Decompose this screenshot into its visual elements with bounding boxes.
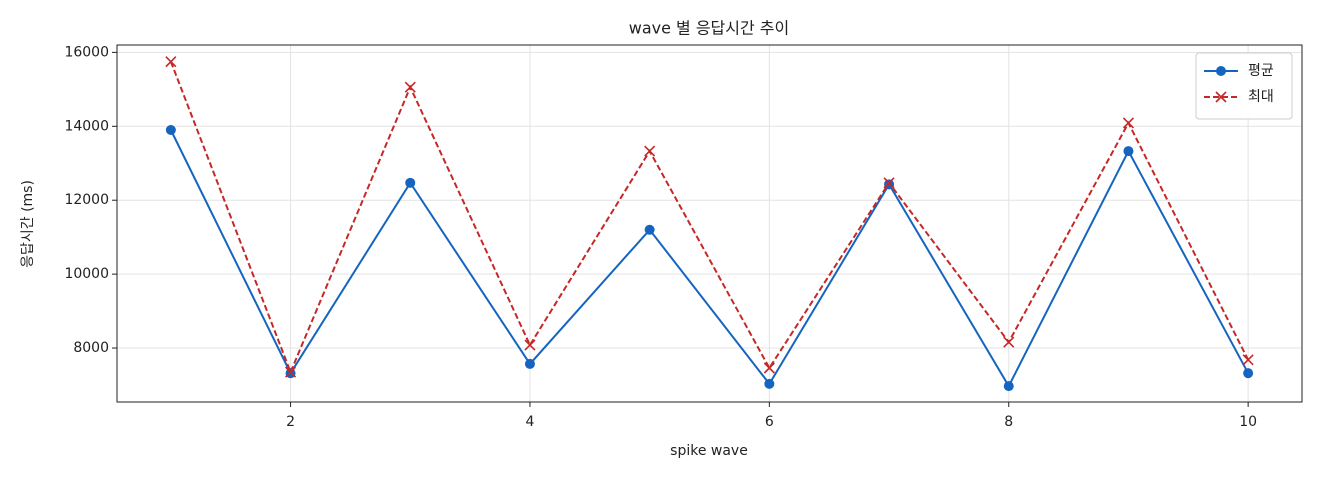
data-point <box>763 362 775 374</box>
legend-label: 평균 <box>1248 63 1274 79</box>
y-tick-label: 8000 <box>73 340 109 356</box>
data-point <box>1003 381 1014 392</box>
y-tick-label: 16000 <box>64 44 109 60</box>
y-axis-label: 응답시간 (ms) <box>20 180 36 268</box>
legend-marker <box>1215 91 1227 103</box>
chart-title: wave 별 응답시간 추이 <box>629 19 790 38</box>
x-tick-label: 8 <box>1004 414 1013 430</box>
data-point <box>644 145 656 157</box>
data-point <box>1003 336 1015 348</box>
y-tick-label: 12000 <box>64 192 109 208</box>
x-tick-label: 10 <box>1239 414 1257 430</box>
data-point <box>1123 146 1134 157</box>
y-tick-label: 10000 <box>64 266 109 282</box>
legend-marker <box>1216 66 1226 76</box>
data-point <box>764 378 775 389</box>
data-point <box>644 224 655 235</box>
data-point <box>404 81 416 93</box>
data-point <box>883 177 895 189</box>
data-point <box>165 56 177 68</box>
series-line <box>169 129 1250 389</box>
x-tick-label: 6 <box>765 414 774 430</box>
data-point <box>524 339 536 351</box>
data-point <box>405 177 416 188</box>
x-tick-label: 2 <box>286 414 295 430</box>
plot-frame <box>116 44 1303 403</box>
x-axis-label: spike wave <box>670 443 748 459</box>
data-point <box>1122 117 1135 129</box>
x-tick-label: 4 <box>525 414 534 430</box>
legend-box <box>1195 52 1293 120</box>
series-line <box>169 61 1250 375</box>
data-point <box>1243 368 1254 379</box>
legend-label: 최대 <box>1248 89 1274 105</box>
y-tick-label: 14000 <box>64 118 109 134</box>
data-point <box>284 366 297 378</box>
data-point <box>524 358 535 369</box>
data-point <box>165 125 176 135</box>
data-point <box>1242 354 1254 366</box>
